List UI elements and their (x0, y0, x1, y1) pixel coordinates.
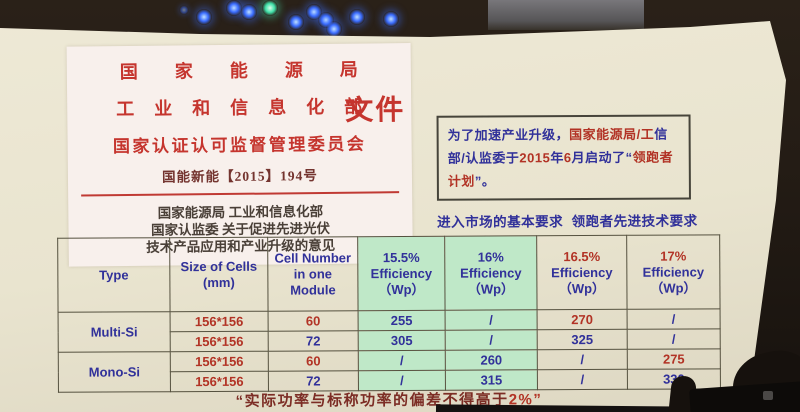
cell-count: 60 (268, 350, 359, 372)
cell-eff: 275 (627, 348, 721, 370)
stage-light-icon (326, 21, 342, 37)
stage-light-icon (179, 5, 189, 15)
col-header-cell-number: Cell Number in one Module (267, 236, 359, 312)
requirements-caption: 进入市场的基本要求 领跑者先进技术要求 (437, 213, 698, 230)
stage-light-icon (383, 11, 399, 27)
notice-segment: ”。 (474, 173, 496, 189)
cell-eff: 325 (537, 329, 628, 350)
cell-type-multi-si: Multi-Si (58, 311, 171, 353)
doc-agency-line-1: 国家能源局 (119, 59, 395, 83)
col-header-eff-17: 17% Efficiency （Wp） (626, 234, 721, 310)
cell-eff: / (627, 308, 721, 330)
notice-segment: 6 (563, 150, 572, 166)
notice-segment: 2015 (519, 150, 551, 166)
cell-size: 156*156 (170, 311, 269, 332)
cell-eff: / (445, 309, 538, 331)
doc-agency-line-3: 国家认证认可监督管理委员会 (112, 134, 367, 157)
stage-backdrop-panel (488, 0, 644, 30)
col-header-eff-16-5: 16.5% Efficiency （Wp） (536, 235, 628, 310)
notice-segment: 为了加速产业升级， (447, 127, 570, 143)
notice-segment: 国家能源局/工 (569, 126, 655, 143)
cell-eff: 270 (537, 309, 628, 330)
cell-count: 72 (268, 330, 359, 352)
col-header-type: Type (57, 237, 171, 313)
official-document: 国家能源局 工业和信息化部 文件 国家认证认可监督管理委员会 国能新能【2015… (66, 43, 413, 267)
doc-agency-line-2-row: 工业和信息化部 文件 (67, 92, 411, 127)
doc-number: 国能新能【2015】194号 (162, 168, 318, 185)
cell-size: 156*156 (170, 351, 269, 372)
cell-eff: / (358, 370, 446, 391)
leader-program-notice-box: 为了加速产业升级，国家能源局/工信部/认监委于2015年6月启动了“领跑者计划”… (436, 114, 691, 201)
cell-eff: 255 (358, 310, 446, 331)
notice-segment: 月启动了“ (571, 149, 633, 166)
cell-eff: / (537, 349, 628, 370)
table-header-row: Type Size of Cells (mm) Cell Number in o… (57, 234, 721, 313)
cell-eff: / (445, 329, 538, 351)
doc-type-label: 文件 (345, 95, 406, 127)
col-header-eff-15-5: 15.5% Efficiency （Wp） (357, 236, 446, 311)
stage-light-icon (241, 4, 257, 20)
cell-type-mono-si: Mono-Si (58, 351, 171, 393)
cell-eff: / (358, 350, 446, 371)
cell-count: 60 (268, 310, 359, 332)
stage-light-icon (262, 0, 278, 16)
notice-segment: 年 (550, 150, 564, 166)
cell-eff: / (537, 369, 628, 390)
doc-divider-line (81, 191, 400, 197)
stage-light-icon (349, 9, 365, 25)
cell-eff: 305 (358, 330, 446, 351)
cell-eff: 260 (445, 349, 538, 371)
col-header-size: Size of Cells (mm) (169, 237, 269, 312)
cell-size: 156*156 (170, 331, 269, 352)
col-header-eff-16: 16% Efficiency （Wp） (444, 235, 538, 311)
phone-camera-icon (763, 391, 773, 400)
stage-light-icon (288, 14, 304, 30)
cell-eff: / (627, 328, 721, 350)
stage-light-icon (226, 0, 242, 16)
cell-eff: 315 (445, 369, 538, 391)
cell-count: 72 (268, 370, 359, 392)
cell-size: 156*156 (170, 371, 269, 392)
stage-light-icon (196, 9, 212, 25)
pv-efficiency-table: Type Size of Cells (mm) Cell Number in o… (57, 234, 721, 393)
